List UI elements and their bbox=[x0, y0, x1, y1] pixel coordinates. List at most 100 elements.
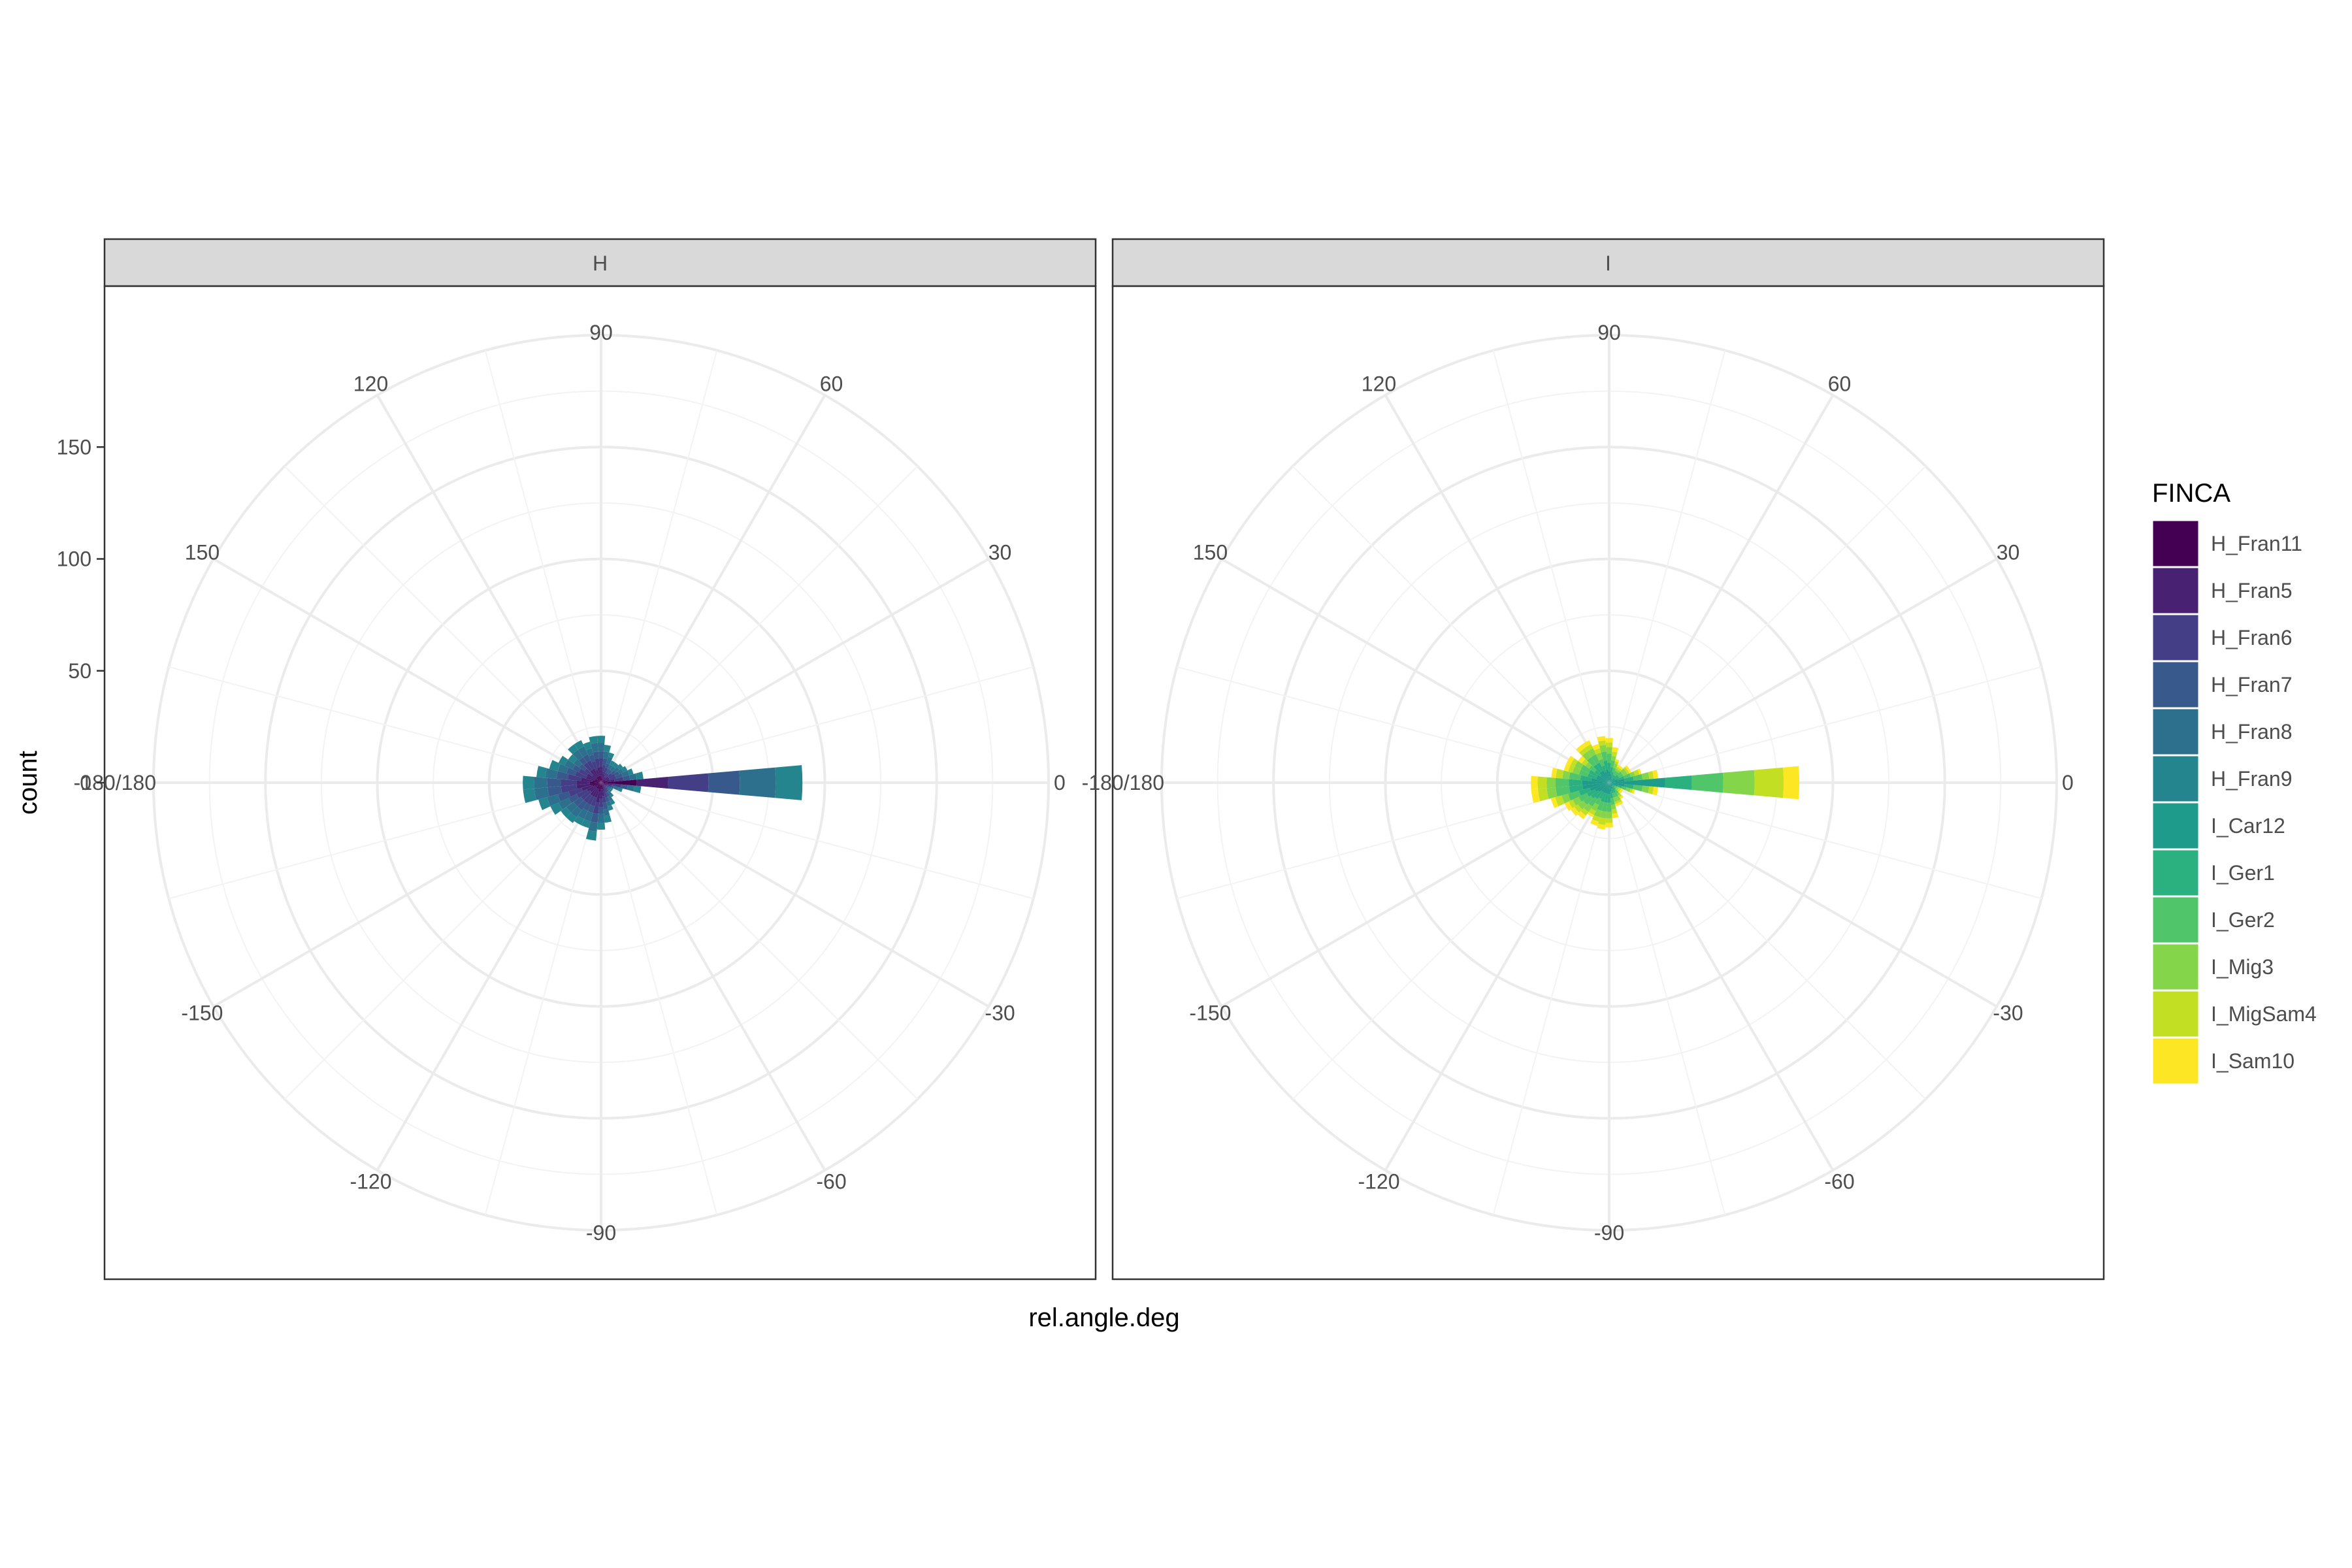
bar-segment bbox=[1537, 788, 1549, 802]
bar-segment bbox=[1616, 792, 1620, 796]
bar-segment bbox=[590, 785, 598, 792]
bar-segment bbox=[1555, 795, 1565, 807]
grid-spoke bbox=[284, 782, 602, 1100]
bar-segment bbox=[1621, 786, 1627, 791]
bar-segment bbox=[1594, 770, 1601, 777]
bar-segment bbox=[595, 779, 601, 783]
bar-segment bbox=[570, 806, 582, 818]
bar-segment bbox=[606, 785, 610, 788]
grid bbox=[1160, 334, 2058, 1232]
grid-spoke bbox=[600, 465, 919, 783]
bar-segment bbox=[1577, 811, 1586, 820]
theta-tick-label: 30 bbox=[1997, 541, 2020, 564]
bar-segment bbox=[1614, 786, 1617, 789]
bar-segment bbox=[1624, 784, 1634, 789]
bar-segment bbox=[1580, 775, 1592, 781]
bar-segment bbox=[1607, 802, 1612, 812]
bar-segment bbox=[612, 783, 621, 788]
bar-segment bbox=[1566, 755, 1575, 765]
r-tick-label: 150 bbox=[57, 435, 91, 459]
bar-segment bbox=[1614, 800, 1619, 805]
theta-tick-label: -180/180 bbox=[74, 771, 156, 794]
bar-segment bbox=[1588, 770, 1599, 777]
bar-segment bbox=[1616, 770, 1620, 774]
bar-segment bbox=[1611, 785, 1616, 791]
panel-I: I 0 30 60 90 120 150 -180/180 -150 -120 -90 -60 -30 bbox=[1082, 238, 2105, 1281]
bar-segment bbox=[600, 783, 602, 790]
bar-segment bbox=[1587, 811, 1594, 817]
bar-segment bbox=[1625, 787, 1631, 792]
grid-spoke bbox=[600, 394, 826, 783]
bar-segment bbox=[1599, 744, 1607, 753]
legend-label: I_MigSam4 bbox=[2211, 1002, 2317, 1026]
panel-H: H 0 30 60 90 120 150 -180/180 -150 -120 -90 -60 -30 bbox=[74, 238, 1097, 1281]
bar-segment bbox=[1629, 788, 1633, 793]
bar-segment bbox=[617, 787, 623, 792]
bar-segment bbox=[556, 771, 569, 780]
theta-tick-label: 0 bbox=[2062, 771, 2074, 794]
bar-segment bbox=[1605, 823, 1613, 828]
bar-segment bbox=[602, 776, 605, 781]
bar-segment bbox=[596, 767, 601, 777]
bar-segment bbox=[1614, 785, 1618, 788]
bar-segment bbox=[610, 793, 614, 798]
bar-segment bbox=[1611, 751, 1618, 757]
bar-segment bbox=[608, 774, 615, 779]
bar-segment bbox=[1599, 811, 1607, 819]
bar-segment bbox=[606, 757, 613, 765]
bar-segment bbox=[1610, 767, 1614, 774]
theta-tick-label: -60 bbox=[816, 1170, 846, 1194]
bar-segment bbox=[1609, 778, 1612, 783]
bar-segment bbox=[1618, 768, 1622, 772]
bar-segment bbox=[621, 770, 630, 777]
legend-label: H_Fran8 bbox=[2211, 720, 2293, 743]
bar-segment bbox=[598, 798, 604, 808]
bar-segment bbox=[613, 766, 620, 773]
theta-tick-label: 90 bbox=[589, 321, 613, 344]
bar-segment bbox=[1578, 792, 1590, 802]
bar-segment bbox=[629, 773, 637, 781]
bar-segment bbox=[1601, 765, 1607, 773]
grid-spoke bbox=[1608, 394, 1835, 783]
grid-spoke bbox=[1609, 666, 2042, 783]
panel-strip bbox=[1111, 238, 2105, 287]
bar-segment bbox=[583, 802, 591, 811]
bar-segment bbox=[775, 765, 803, 800]
bar-segment bbox=[1599, 772, 1609, 783]
bar-segment bbox=[1609, 777, 1665, 788]
grid-spoke bbox=[484, 782, 602, 1215]
grid-spoke bbox=[1609, 782, 2042, 900]
legend-label: I_Sam10 bbox=[2211, 1049, 2295, 1073]
bar-segment bbox=[1600, 792, 1607, 802]
bar-segment bbox=[609, 789, 612, 792]
bar-segment bbox=[568, 744, 578, 755]
bar-segment bbox=[597, 783, 601, 786]
bar-segment bbox=[603, 767, 608, 775]
bar-segment bbox=[635, 772, 644, 780]
bar-segment bbox=[581, 777, 593, 782]
grid-spoke bbox=[600, 782, 718, 1215]
panels-layer: H0306090120150-180/180-150-120-90-60-30I… bbox=[57, 238, 2105, 1281]
bar-segment bbox=[1610, 791, 1614, 798]
bar-segment bbox=[1593, 748, 1601, 755]
bar-segment bbox=[601, 771, 604, 779]
bar-segment bbox=[1604, 783, 1609, 794]
bar-segment bbox=[597, 776, 601, 783]
bar-segment bbox=[1576, 744, 1585, 753]
bar-segment bbox=[1601, 751, 1608, 761]
bar-segment bbox=[601, 781, 608, 783]
legend-key bbox=[2151, 848, 2200, 898]
bar-segment bbox=[1578, 769, 1589, 777]
bar-segment bbox=[604, 773, 610, 778]
bar-segment bbox=[1605, 738, 1613, 743]
bar-segment bbox=[1589, 765, 1597, 773]
bar-segment bbox=[1603, 783, 1609, 793]
bar-segment bbox=[598, 776, 601, 783]
bar-segment bbox=[596, 823, 606, 830]
bar-segment bbox=[606, 786, 609, 789]
bar-segment bbox=[557, 791, 571, 802]
bar-segment bbox=[1609, 776, 1612, 783]
bar-segment bbox=[1562, 770, 1571, 779]
bar-segment bbox=[593, 751, 599, 759]
bar-segment bbox=[605, 779, 610, 782]
